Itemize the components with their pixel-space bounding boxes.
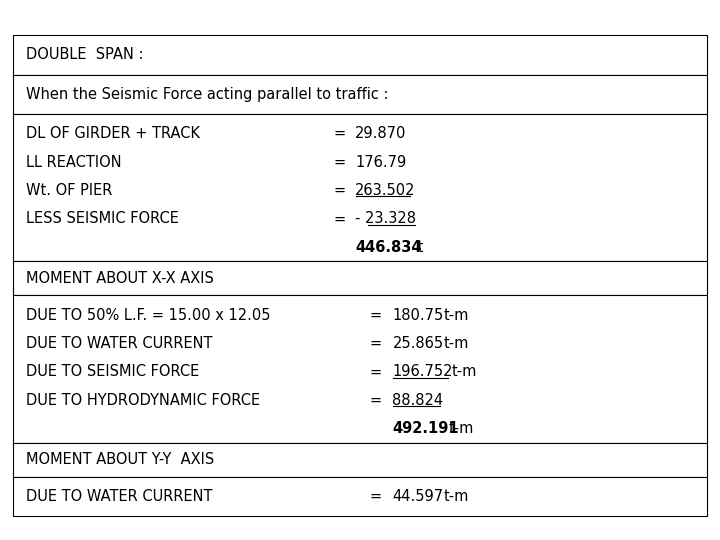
Bar <box>13 35 707 75</box>
Text: t-m: t-m <box>449 421 474 436</box>
Text: 180.75: 180.75 <box>392 308 444 323</box>
Bar <box>13 114 707 261</box>
Text: DUE TO SEISMIC FORCE: DUE TO SEISMIC FORCE <box>26 364 199 380</box>
Text: When the Seismic Force acting parallel to traffic :: When the Seismic Force acting parallel t… <box>26 87 388 102</box>
Text: =: = <box>369 336 382 351</box>
Text: DUE TO WATER CURRENT: DUE TO WATER CURRENT <box>26 489 212 504</box>
Text: - 23.328: - 23.328 <box>355 211 416 226</box>
Text: t-m: t-m <box>451 364 477 380</box>
Text: =: = <box>369 393 382 408</box>
Text: =: = <box>333 211 346 226</box>
Text: 263.502: 263.502 <box>355 183 415 198</box>
Bar <box>13 443 707 477</box>
Text: =: = <box>333 154 346 170</box>
Text: =: = <box>333 126 346 141</box>
Text: =: = <box>369 308 382 323</box>
Text: 176.79: 176.79 <box>355 154 406 170</box>
Text: t-m: t-m <box>444 336 469 351</box>
Text: t-m: t-m <box>444 489 469 504</box>
Text: DOUBLE  SPAN :: DOUBLE SPAN : <box>26 48 143 62</box>
Text: 25.865: 25.865 <box>392 336 444 351</box>
Text: =: = <box>369 364 382 380</box>
Bar <box>13 75 707 114</box>
Text: 446.834: 446.834 <box>355 240 421 255</box>
Text: 88.824: 88.824 <box>392 393 444 408</box>
Text: LL REACTION: LL REACTION <box>26 154 122 170</box>
Text: DUE TO WATER CURRENT: DUE TO WATER CURRENT <box>26 336 212 351</box>
Text: 196.752: 196.752 <box>392 364 453 380</box>
Bar <box>13 295 707 443</box>
Text: DUE TO 50% L.F. = 15.00 x 12.05: DUE TO 50% L.F. = 15.00 x 12.05 <box>26 308 271 323</box>
Text: MOMENT ABOUT Y-Y  AXIS: MOMENT ABOUT Y-Y AXIS <box>26 453 214 467</box>
Text: LESS SEISMIC FORCE: LESS SEISMIC FORCE <box>26 211 179 226</box>
Text: =: = <box>369 489 382 504</box>
Text: =: = <box>333 183 346 198</box>
Text: MOMENT ABOUT X-X AXIS: MOMENT ABOUT X-X AXIS <box>26 271 214 286</box>
Bar <box>13 477 707 516</box>
Text: t-m: t-m <box>444 308 469 323</box>
Text: DL OF GIRDER + TRACK: DL OF GIRDER + TRACK <box>26 126 200 141</box>
Text: 492.191: 492.191 <box>392 421 459 436</box>
Bar <box>13 261 707 295</box>
Text: DUE TO HYDRODYNAMIC FORCE: DUE TO HYDRODYNAMIC FORCE <box>26 393 260 408</box>
Text: 44.597: 44.597 <box>392 489 444 504</box>
Text: Wt. OF PIER: Wt. OF PIER <box>26 183 112 198</box>
Text: 29.870: 29.870 <box>355 126 406 141</box>
Text: t: t <box>413 240 423 255</box>
